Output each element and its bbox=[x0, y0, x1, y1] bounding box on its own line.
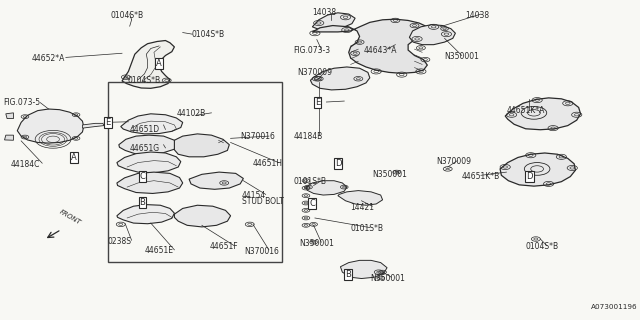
Text: 44154: 44154 bbox=[242, 190, 266, 200]
Polygon shape bbox=[83, 123, 104, 128]
Polygon shape bbox=[119, 135, 178, 154]
Bar bbox=[108, 82, 282, 262]
Text: N370016: N370016 bbox=[244, 247, 280, 256]
Text: N370016: N370016 bbox=[240, 132, 275, 141]
Text: 44184C: 44184C bbox=[10, 160, 40, 169]
Text: N350001: N350001 bbox=[372, 170, 407, 179]
Polygon shape bbox=[117, 204, 174, 224]
Text: C: C bbox=[140, 172, 145, 181]
Text: 14038: 14038 bbox=[312, 8, 337, 17]
Text: A: A bbox=[156, 59, 162, 68]
Polygon shape bbox=[505, 98, 580, 130]
Polygon shape bbox=[174, 134, 229, 157]
Text: 44184B: 44184B bbox=[293, 132, 323, 140]
Text: 44651H: 44651H bbox=[253, 159, 283, 168]
Text: N350001: N350001 bbox=[300, 239, 335, 248]
Polygon shape bbox=[500, 153, 575, 186]
Text: N350001: N350001 bbox=[445, 52, 479, 61]
Text: 44651K*B: 44651K*B bbox=[462, 172, 500, 181]
Polygon shape bbox=[338, 191, 383, 205]
Text: 44643*A: 44643*A bbox=[364, 45, 397, 55]
Text: STUD BOLT: STUD BOLT bbox=[242, 197, 284, 206]
Polygon shape bbox=[310, 67, 370, 90]
Text: 0104S*B: 0104S*B bbox=[525, 242, 559, 251]
Text: N370009: N370009 bbox=[297, 68, 332, 77]
Text: FIG.073-5: FIG.073-5 bbox=[3, 98, 40, 107]
Polygon shape bbox=[340, 260, 387, 278]
Polygon shape bbox=[4, 135, 13, 140]
Text: N350001: N350001 bbox=[370, 274, 404, 283]
Text: 44652*A: 44652*A bbox=[31, 53, 65, 62]
Text: FRONT: FRONT bbox=[58, 208, 82, 225]
Text: D: D bbox=[526, 172, 532, 181]
Text: B: B bbox=[140, 197, 145, 206]
Text: 0104S*B: 0104S*B bbox=[191, 30, 224, 39]
Text: N370009: N370009 bbox=[436, 157, 471, 166]
Text: 44651D: 44651D bbox=[130, 125, 160, 134]
Text: 44102B: 44102B bbox=[176, 109, 205, 118]
Text: 0101S*B: 0101S*B bbox=[351, 224, 383, 233]
Text: 14421: 14421 bbox=[351, 203, 374, 212]
Text: E: E bbox=[315, 98, 320, 107]
Polygon shape bbox=[410, 25, 456, 45]
Polygon shape bbox=[122, 41, 174, 88]
Text: 0104S*B: 0104S*B bbox=[127, 76, 160, 85]
Polygon shape bbox=[306, 181, 347, 195]
Polygon shape bbox=[174, 205, 230, 227]
Text: 0104S*B: 0104S*B bbox=[111, 11, 144, 20]
Polygon shape bbox=[121, 114, 182, 134]
Polygon shape bbox=[117, 172, 182, 194]
Polygon shape bbox=[6, 113, 13, 119]
Text: A: A bbox=[71, 153, 77, 162]
Text: A073001196: A073001196 bbox=[591, 304, 638, 310]
Polygon shape bbox=[312, 13, 355, 30]
Polygon shape bbox=[189, 172, 243, 189]
Text: D: D bbox=[335, 159, 341, 168]
Text: 0101S*B: 0101S*B bbox=[293, 177, 326, 186]
Text: B: B bbox=[345, 269, 351, 279]
Polygon shape bbox=[117, 152, 180, 173]
Text: 0238S: 0238S bbox=[108, 237, 132, 246]
Text: 44651F: 44651F bbox=[209, 242, 238, 251]
Text: 44651K*A: 44651K*A bbox=[506, 106, 545, 115]
Text: 44651G: 44651G bbox=[130, 144, 160, 153]
Polygon shape bbox=[312, 19, 430, 73]
Text: E: E bbox=[106, 118, 111, 127]
Text: 44651E: 44651E bbox=[145, 246, 173, 255]
Text: C: C bbox=[309, 199, 316, 208]
Text: FIG.073-3: FIG.073-3 bbox=[293, 45, 330, 55]
Text: 14038: 14038 bbox=[466, 11, 490, 20]
Polygon shape bbox=[17, 109, 84, 143]
